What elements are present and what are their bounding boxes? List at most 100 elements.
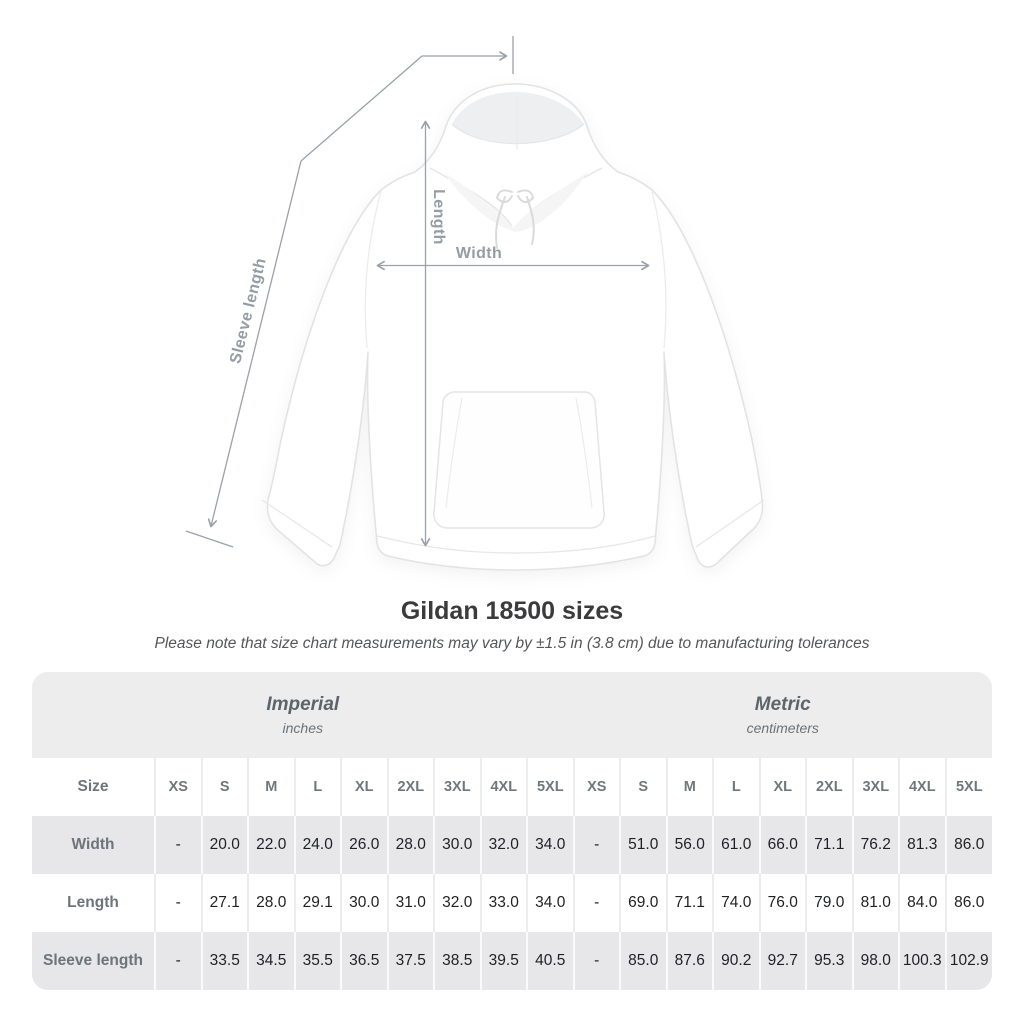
size-column-header: M — [665, 758, 713, 816]
size-cell: - — [154, 816, 202, 874]
imperial-label: Imperial — [266, 694, 340, 715]
size-cell: 92.7 — [758, 932, 806, 990]
size-column-header: S — [200, 758, 248, 816]
sleeve-length-dimension-line — [185, 36, 514, 548]
size-cell: 71.1 — [665, 874, 713, 932]
size-cell: 61.0 — [712, 816, 760, 874]
size-cell: 81.3 — [898, 816, 946, 874]
size-cell: 35.5 — [293, 932, 341, 990]
size-cell: 69.0 — [619, 874, 667, 932]
size-column-header: S — [619, 758, 667, 816]
size-cell: 95.3 — [805, 932, 853, 990]
size-cell: - — [572, 816, 620, 874]
size-cell: 30.0 — [433, 816, 481, 874]
length-label: Length — [430, 189, 447, 245]
size-cell: 102.9 — [944, 932, 992, 990]
size-column-header: 2XL — [805, 758, 853, 816]
measurement-diagram: Sleeve length Length Width — [185, 36, 765, 571]
size-cell: 32.0 — [479, 816, 527, 874]
size-cell: 76.0 — [758, 874, 806, 932]
size-column-header: L — [712, 758, 760, 816]
size-cell: 74.0 — [712, 874, 760, 932]
size-cell: 66.0 — [758, 816, 806, 874]
size-cell: 87.6 — [665, 932, 713, 990]
size-cell: 31.0 — [386, 874, 434, 932]
size-cell: 81.0 — [851, 874, 899, 932]
size-header-row: Size XS S M L XL 2XL 3XL 4XL 5XL XS S M L XL 2XL 3XL 4XL… — [32, 758, 992, 816]
size-cell: 22.0 — [247, 816, 295, 874]
size-cell: 86.0 — [944, 816, 992, 874]
size-cell: 34.0 — [526, 874, 574, 932]
size-cell: 100.3 — [898, 932, 946, 990]
size-corner-header: Size — [77, 778, 109, 795]
size-column-header: 4XL — [479, 758, 527, 816]
size-column-header: 3XL — [851, 758, 899, 816]
size-cell: 40.5 — [526, 932, 574, 990]
size-column-header: M — [247, 758, 295, 816]
unit-section-row: Imperial inches Metric centimeters — [32, 672, 992, 758]
size-cell: 56.0 — [665, 816, 713, 874]
size-cell: 20.0 — [200, 816, 248, 874]
size-cell: 24.0 — [293, 816, 341, 874]
size-cell: - — [154, 874, 202, 932]
row-header: Length — [67, 894, 119, 911]
width-label: Width — [455, 245, 503, 262]
dimension-lines — [185, 36, 650, 548]
size-cell: - — [572, 932, 620, 990]
size-cell: 29.1 — [293, 874, 341, 932]
size-cell: 71.1 — [805, 816, 853, 874]
size-chart-card: Imperial inches Metric centimeters Size … — [32, 672, 992, 990]
size-cell: 51.0 — [619, 816, 667, 874]
size-column-header: L — [293, 758, 341, 816]
measurement-row: Width -20.0 22.0 24.0 26.0 28.0 30.0 32.0 34.0-5… — [32, 816, 992, 874]
size-cell: 33.0 — [479, 874, 527, 932]
size-cell: 79.0 — [805, 874, 853, 932]
size-cell: 33.5 — [200, 932, 248, 990]
size-cell: 26.0 — [340, 816, 388, 874]
row-header: Width — [71, 836, 115, 853]
size-cell: 90.2 — [712, 932, 760, 990]
size-cell: 38.5 — [433, 932, 481, 990]
size-cell: 85.0 — [619, 932, 667, 990]
size-chart-table: Imperial inches Metric centimeters Size … — [32, 672, 992, 990]
size-cell: 37.5 — [386, 932, 434, 990]
size-column-header: 3XL — [433, 758, 481, 816]
size-cell: 84.0 — [898, 874, 946, 932]
imperial-section-header: Imperial inches — [32, 672, 574, 758]
size-cell: 27.1 — [200, 874, 248, 932]
size-column-header: XS — [154, 758, 202, 816]
size-column-header: 5XL — [944, 758, 992, 816]
measurement-row: Length -27.1 28.0 29.1 30.0 31.0 32.0 33.0 34.0-… — [32, 874, 992, 932]
size-column-header: XS — [572, 758, 620, 816]
measurement-row: Sleeve length -33.5 34.5 35.5 36.5 37.5 38.5 39… — [32, 932, 992, 990]
metric-unit-label: centimeters — [746, 720, 819, 736]
size-cell: 98.0 — [851, 932, 899, 990]
size-column-header: XL — [758, 758, 806, 816]
tolerance-note: Please note that size chart measurements… — [154, 635, 870, 652]
metric-label: Metric — [754, 694, 811, 715]
imperial-unit-label: inches — [282, 720, 323, 736]
size-cell: 39.5 — [479, 932, 527, 990]
size-cell: 34.5 — [247, 932, 295, 990]
size-cell: 28.0 — [386, 816, 434, 874]
page-title: Gildan 18500 sizes — [400, 597, 624, 625]
size-cell: 34.0 — [526, 816, 574, 874]
metric-section-header: Metric centimeters — [573, 672, 992, 758]
size-column-header: 4XL — [898, 758, 946, 816]
size-cell: 30.0 — [340, 874, 388, 932]
size-cell: - — [572, 874, 620, 932]
size-column-header: XL — [340, 758, 388, 816]
size-column-header: 2XL — [386, 758, 434, 816]
hoodie-image — [261, 83, 765, 571]
size-cell: 76.2 — [851, 816, 899, 874]
size-cell: 86.0 — [944, 874, 992, 932]
size-cell: 28.0 — [247, 874, 295, 932]
size-column-header: 5XL — [526, 758, 574, 816]
row-header: Sleeve length — [43, 952, 143, 969]
size-cell: 36.5 — [340, 932, 388, 990]
size-chart-body: Width -20.0 22.0 24.0 26.0 28.0 30.0 32.0 34.0-5… — [32, 816, 992, 990]
size-cell: 32.0 — [433, 874, 481, 932]
size-cell: - — [154, 932, 202, 990]
hoodie-diagram-svg — [185, 36, 765, 571]
